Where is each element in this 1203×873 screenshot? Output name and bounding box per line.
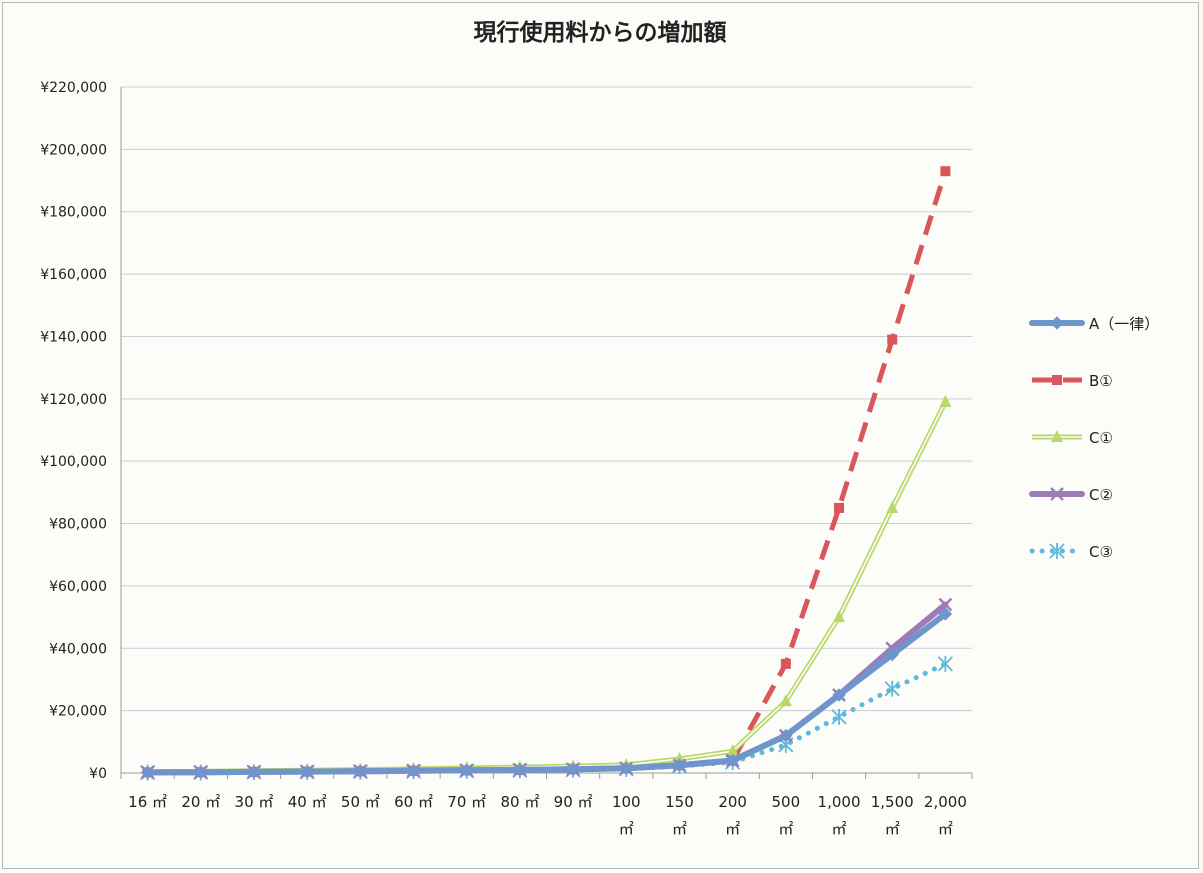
series-4 (140, 597, 953, 780)
x-tick-label: ㎡ (778, 820, 793, 838)
series-line (145, 661, 948, 775)
legend-label: C② (1089, 486, 1113, 504)
series-5 (139, 655, 954, 781)
data-point (1049, 543, 1065, 559)
data-point (831, 708, 847, 725)
legend-item: B① (1032, 372, 1113, 390)
series-2 (142, 166, 951, 778)
data-point (353, 764, 368, 778)
legend-item: C③ (1029, 543, 1113, 561)
legend-label: C① (1089, 429, 1113, 447)
y-tick-label: ¥60,000 (49, 579, 107, 595)
y-tick-label: ¥140,000 (40, 329, 107, 345)
y-tick-label: ¥20,000 (49, 704, 107, 720)
data-point (406, 764, 421, 778)
data-point (1050, 316, 1064, 330)
x-tick-label: 1,000 (818, 793, 861, 811)
x-tick-label: 1,500 (871, 793, 914, 811)
legend-label: A（一律） (1089, 315, 1159, 333)
x-tick-label: ㎡ (885, 820, 900, 838)
data-point (619, 761, 633, 776)
x-tick-label: 70 ㎡ (447, 793, 486, 811)
data-point (937, 655, 954, 672)
x-tick-label: 50 ㎡ (341, 793, 380, 811)
series-line (147, 400, 948, 775)
y-tick-label: ¥220,000 (40, 80, 107, 96)
gridlines (121, 86, 972, 712)
x-tick-label: ㎡ (725, 820, 740, 838)
x-tick-label: ㎡ (672, 820, 687, 838)
x-tick-label: ㎡ (938, 820, 953, 838)
legend-label: C③ (1089, 543, 1113, 561)
x-tick-label: 500 (772, 793, 801, 811)
legend-item: A（一律） (1029, 315, 1159, 333)
series-layer (139, 166, 954, 781)
axes: ¥0 ¥20,000 ¥40,000 ¥60,000 ¥80,000 ¥100,000 ¥1… (40, 80, 973, 838)
x-tick-label: 100 (612, 793, 641, 811)
data-point (938, 607, 953, 621)
data-point (887, 334, 898, 345)
data-point (834, 502, 845, 513)
x-tick-label: ㎡ (619, 820, 634, 838)
data-point (938, 597, 953, 612)
data-point (886, 500, 899, 513)
y-tick-label: ¥0 (89, 766, 107, 782)
x-tick-label: 60 ㎡ (394, 793, 433, 811)
data-point (1052, 375, 1062, 385)
x-tick-label: 30 ㎡ (235, 793, 274, 811)
data-point (726, 744, 739, 757)
legend: A（一律） B① C① C② C③ (1029, 315, 1159, 561)
y-tick-label: ¥40,000 (49, 641, 107, 657)
data-point (672, 758, 687, 772)
data-point (833, 610, 846, 623)
data-point (939, 394, 952, 407)
series-line (144, 601, 949, 776)
data-point (885, 647, 899, 662)
data-point (884, 680, 900, 697)
series-line-inner (147, 401, 947, 773)
data-point (513, 763, 527, 777)
y-tick-label: ¥160,000 (40, 267, 107, 283)
y-tick-label: ¥200,000 (40, 142, 107, 158)
x-tick-label: 80 ㎡ (500, 793, 539, 811)
y-tick-label: ¥180,000 (40, 205, 107, 221)
data-point (247, 765, 261, 779)
data-point (140, 765, 155, 780)
x-tick-label: 200 (718, 793, 747, 811)
data-point (779, 694, 792, 707)
x-tick-label: ㎡ (832, 820, 847, 838)
y-tick-label: ¥80,000 (49, 517, 107, 533)
series-line (147, 170, 948, 775)
data-point (1051, 430, 1063, 442)
data-point (300, 764, 314, 779)
data-point (780, 658, 791, 669)
legend-label: B① (1089, 372, 1113, 390)
series-line (144, 611, 949, 776)
x-tick-label: 20 ㎡ (181, 793, 220, 811)
legend-item: C② (1029, 486, 1113, 504)
data-point (832, 688, 846, 702)
data-point (940, 166, 951, 177)
x-tick-label: 40 ㎡ (288, 793, 327, 811)
y-tick-label: ¥120,000 (40, 392, 107, 408)
data-point (194, 765, 208, 779)
x-tick-label: 90 ㎡ (554, 793, 593, 811)
x-tick-label: 150 (665, 793, 694, 811)
data-point (725, 753, 740, 768)
data-point (779, 728, 793, 743)
x-tick-label: 2,000 (924, 793, 967, 811)
data-point (1050, 487, 1064, 501)
series-1 (140, 607, 953, 780)
legend-item: C① (1032, 429, 1113, 447)
y-tick-label: ¥100,000 (40, 454, 107, 470)
chart-title: 現行使用料からの増加額 (474, 19, 727, 46)
data-point (460, 763, 474, 778)
x-tick-label: 16 ㎡ (128, 793, 167, 811)
data-point (566, 762, 580, 776)
